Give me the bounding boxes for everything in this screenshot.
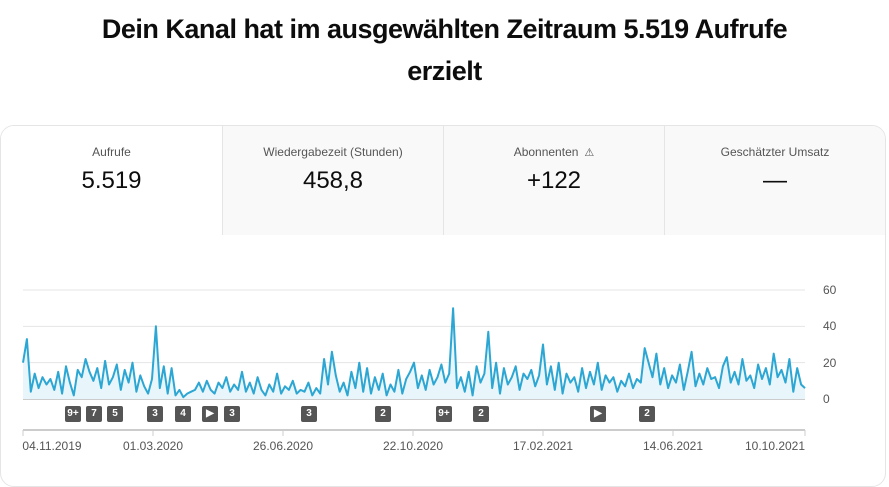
video-count-marker[interactable]: 2: [639, 406, 655, 422]
headline-text: Dein Kanal hat im ausgewählten Zeitraum …: [101, 14, 788, 86]
x-tick-label: 04.11.2019: [22, 439, 82, 453]
x-tick-label: 26.06.2020: [252, 439, 314, 453]
y-tick-label: 20: [823, 355, 837, 370]
video-count-marker[interactable]: 2: [473, 406, 489, 422]
tab-views[interactable]: Aufrufe 5.519: [1, 126, 222, 235]
tab-value: +122: [526, 167, 582, 194]
tab-watch-time[interactable]: Wiedergabezeit (Stunden) 458,8: [222, 126, 443, 235]
video-marker-play-icon[interactable]: ▶: [590, 406, 606, 422]
warning-icon[interactable]: ⚠: [584, 146, 595, 159]
video-count-marker[interactable]: 9+: [436, 406, 452, 422]
video-count-marker[interactable]: 3: [224, 406, 240, 422]
tab-subscribers[interactable]: Abonnenten ⚠ +122: [443, 126, 664, 235]
metric-tabs: Aufrufe 5.519 Wiedergabezeit (Stunden) 4…: [1, 126, 885, 235]
video-marker-play-icon[interactable]: ▶: [202, 406, 218, 422]
tab-label: Geschätzter Umsatz: [720, 145, 830, 159]
y-tick-label: 0: [823, 392, 830, 406]
y-tick-label: 60: [823, 283, 837, 297]
tab-value: 5.519: [81, 167, 142, 194]
video-count-marker[interactable]: 9+: [65, 406, 81, 422]
video-count-marker[interactable]: 5: [107, 406, 123, 422]
series-line: [22, 307, 806, 399]
tab-label: Wiedergabezeit (Stunden): [263, 145, 403, 159]
analytics-card: Aufrufe 5.519 Wiedergabezeit (Stunden) 4…: [0, 125, 886, 487]
x-tick-label: 22.10.2020: [382, 439, 444, 453]
x-tick-label: 14.06.2021: [642, 439, 704, 453]
page-headline: Dein Kanal hat im ausgewählten Zeitraum …: [0, 8, 889, 92]
video-count-marker[interactable]: 4: [175, 406, 191, 422]
tab-value: 458,8: [302, 167, 364, 194]
tab-revenue[interactable]: Geschätzter Umsatz —: [664, 126, 885, 235]
tab-label: Abonnenten: [513, 145, 579, 159]
tab-label: Aufrufe: [92, 145, 131, 159]
x-tick-label: 10.10.2021: [744, 439, 806, 453]
video-count-marker[interactable]: 7: [86, 406, 102, 422]
video-count-marker[interactable]: 2: [375, 406, 391, 422]
x-tick-label: 01.03.2020: [122, 439, 184, 453]
y-tick-label: 40: [823, 319, 837, 334]
series-area: [23, 308, 805, 399]
video-count-marker[interactable]: 3: [147, 406, 163, 422]
x-tick-label: 17.02.2021: [512, 439, 574, 453]
views-chart: [22, 289, 806, 436]
tab-value: —: [763, 167, 787, 194]
video-count-marker[interactable]: 3: [301, 406, 317, 422]
